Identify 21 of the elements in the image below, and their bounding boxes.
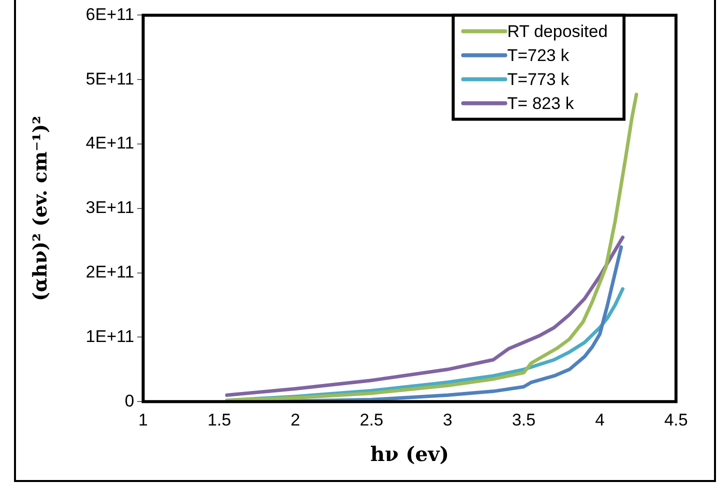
legend-label: RT deposited [507,22,608,41]
x-tick-label: 1.5 [207,410,232,430]
y-tick-label: 1E+11 [86,326,134,346]
y-tick-label: 5E+11 [86,69,134,88]
x-tick-label: 4.5 [664,410,688,430]
x-tick-label: 4 [595,410,605,430]
x-tick-label: 3.5 [512,410,536,430]
y-tick-label: 0 [124,391,134,410]
y-tick-label: 6E+11 [86,4,134,24]
y-tick-label: 4E+11 [86,134,134,153]
legend-label: T= 823 k [507,94,574,113]
x-tick-label: 1 [138,410,148,430]
y-axis-title: (αhν)² (ev. cm⁻¹)² [29,116,52,302]
y-tick-label: 3E+11 [86,198,134,218]
x-tick-label: 3 [442,410,452,430]
y-tick-label: 2E+11 [86,262,134,282]
legend-label: T=723 k [507,46,570,65]
x-axis-title: hν (ev) [370,442,449,466]
x-tick-label: 2.5 [360,410,384,430]
x-tick-label: 2 [290,410,300,430]
legend-label: T=773 k [507,70,570,89]
